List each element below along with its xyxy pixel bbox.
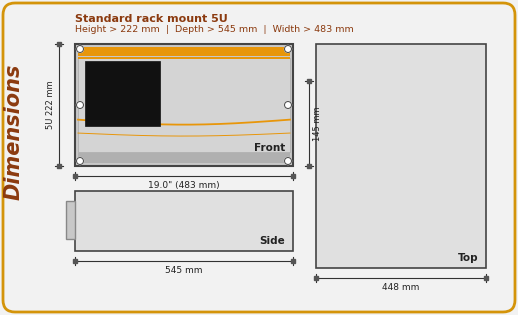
Circle shape [77,101,83,108]
Text: 19.0" (483 mm): 19.0" (483 mm) [148,181,220,190]
Text: Side: Side [259,236,285,246]
Text: 545 mm: 545 mm [165,266,203,275]
Text: 5U 222 mm: 5U 222 mm [46,81,55,129]
Circle shape [77,45,83,53]
Bar [78,58,290,152]
Circle shape [284,45,292,53]
Bar [66,201,75,239]
Text: 145 mm: 145 mm [313,106,322,141]
Bar [78,153,290,163]
Text: Height > 222 mm  |  Depth > 545 mm  |  Width > 483 mm: Height > 222 mm | Depth > 545 mm | Width… [75,25,354,34]
Text: Standard rack mount 5U: Standard rack mount 5U [75,14,228,24]
Bar [75,191,293,251]
Circle shape [77,158,83,164]
Bar [78,57,290,59]
Circle shape [284,101,292,108]
Bar [78,47,290,56]
Text: Top: Top [457,253,478,263]
Circle shape [284,158,292,164]
Text: Front: Front [254,143,285,153]
Text: 448 mm: 448 mm [382,283,420,292]
Bar [75,44,293,166]
Bar [85,61,160,126]
Bar [316,44,486,268]
Text: Dimensions: Dimensions [4,64,24,200]
FancyBboxPatch shape [3,3,515,312]
